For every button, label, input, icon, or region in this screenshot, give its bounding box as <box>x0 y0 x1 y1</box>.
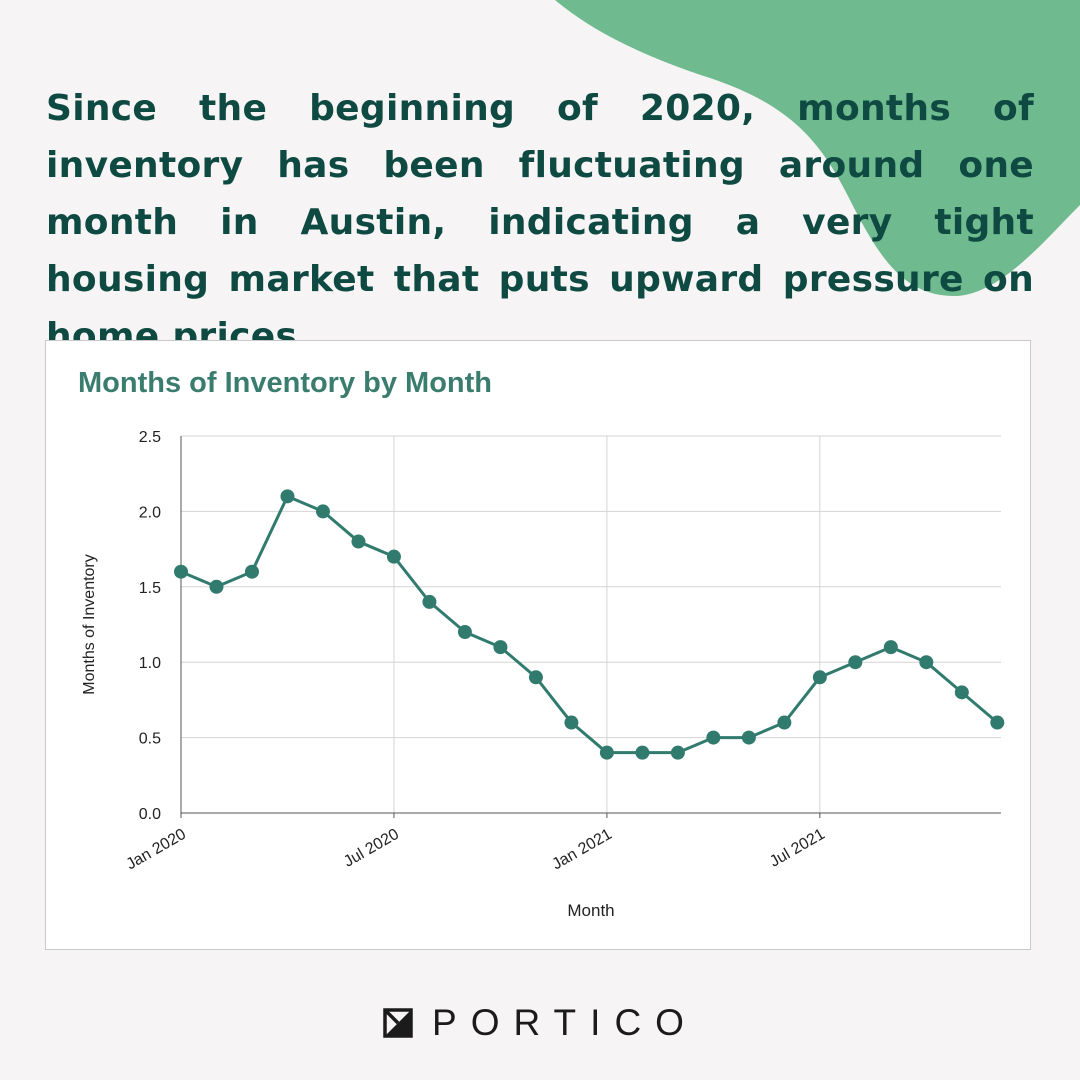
x-tick-label: Jul 2021 <box>767 826 828 871</box>
brand-name: PORTICO <box>432 1002 698 1043</box>
line-chart: 0.0 0.5 1.0 1.5 2.0 2.5 Jan 2020 Jul 2020 Jan 20… <box>81 429 1005 920</box>
data-point[interactable] <box>599 745 614 760</box>
data-point[interactable] <box>174 564 188 579</box>
data-point[interactable] <box>848 655 863 670</box>
data-point[interactable] <box>883 640 898 655</box>
x-tick-label: Jan 2021 <box>549 826 615 874</box>
data-point[interactable] <box>777 715 792 730</box>
data-point[interactable] <box>670 745 685 760</box>
y-tick-label: 0.0 <box>139 806 161 823</box>
data-point[interactable] <box>493 640 508 655</box>
data-point[interactable] <box>209 579 224 594</box>
data-point[interactable] <box>280 489 295 504</box>
y-axis-label: Months of Inventory <box>81 554 98 695</box>
headline: Since the beginning of 2020, months of i… <box>46 88 1034 357</box>
blob-shape <box>555 0 1080 296</box>
data-point[interactable] <box>741 730 756 745</box>
y-tick-label: 1.5 <box>139 580 161 597</box>
data-point[interactable] <box>351 534 366 549</box>
y-tick-label: 2.5 <box>139 429 161 446</box>
chart-card: Months of Inventory by Month 0.0 0.5 1.0 1.… <box>45 340 1031 950</box>
data-point[interactable] <box>706 730 721 745</box>
data-point[interactable] <box>564 715 579 730</box>
footer: PORTICO <box>0 1000 1080 1046</box>
data-point[interactable] <box>635 745 650 760</box>
data-point[interactable] <box>812 670 827 685</box>
data-point[interactable] <box>457 625 472 640</box>
x-tick-label: Jan 2020 <box>123 826 189 874</box>
portico-logo-icon <box>383 1008 413 1038</box>
data-point[interactable] <box>528 670 543 685</box>
series-line <box>180 494 999 755</box>
data-point[interactable] <box>919 655 934 670</box>
data-point[interactable] <box>422 594 437 609</box>
data-point[interactable] <box>990 715 1005 730</box>
data-point[interactable] <box>954 685 969 700</box>
y-tick-label: 1.0 <box>139 655 161 672</box>
chart-title: Months of Inventory by Month <box>78 367 493 399</box>
y-tick-label: 0.5 <box>139 731 161 748</box>
data-point[interactable] <box>244 564 259 579</box>
x-axis-label: Month <box>567 901 614 920</box>
x-tick-label: Jul 2020 <box>341 826 402 871</box>
y-tick-label: 2.0 <box>139 504 161 521</box>
data-point[interactable] <box>386 549 401 564</box>
data-point[interactable] <box>315 504 330 519</box>
